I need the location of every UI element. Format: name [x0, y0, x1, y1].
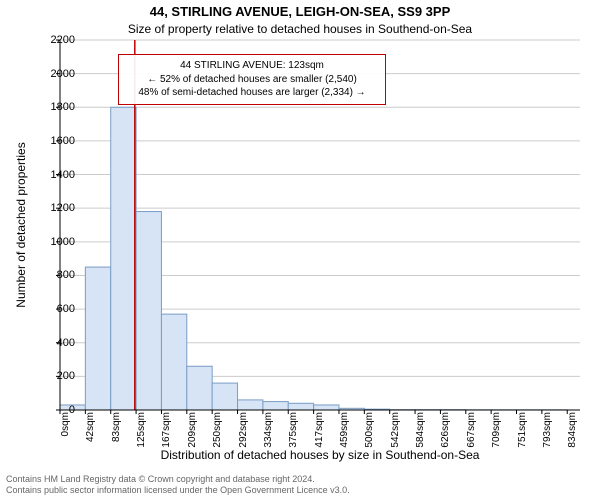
attribution-line1: Contains HM Land Registry data © Crown c…	[6, 474, 350, 485]
x-tick: 292sqm	[238, 412, 249, 452]
y-tick: 400	[35, 337, 75, 349]
x-tick: 834sqm	[567, 412, 578, 452]
x-tick: 667sqm	[466, 412, 477, 452]
chart-container: 44, STIRLING AVENUE, LEIGH-ON-SEA, SS9 3…	[0, 0, 600, 500]
x-tick: 459sqm	[339, 412, 350, 452]
chart-title-sub: Size of property relative to detached ho…	[0, 22, 600, 36]
y-tick: 1400	[35, 169, 75, 181]
x-tick: 209sqm	[187, 412, 198, 452]
x-tick: 42sqm	[85, 412, 96, 452]
attribution-line2: Contains public sector information licen…	[6, 485, 350, 496]
y-tick: 1000	[35, 236, 75, 248]
x-tick: 542sqm	[390, 412, 401, 452]
annotation-line3: 48% of semi-detached houses are larger (…	[125, 86, 379, 100]
x-tick: 125sqm	[136, 412, 147, 452]
attribution: Contains HM Land Registry data © Crown c…	[6, 474, 350, 497]
x-tick: 626sqm	[440, 412, 451, 452]
y-tick: 1200	[35, 202, 75, 214]
x-tick: 83sqm	[111, 412, 122, 452]
x-tick: 751sqm	[517, 412, 528, 452]
chart-title-main: 44, STIRLING AVENUE, LEIGH-ON-SEA, SS9 3…	[0, 4, 600, 19]
y-tick: 1600	[35, 135, 75, 147]
x-tick: 334sqm	[263, 412, 274, 452]
annotation-box: 44 STIRLING AVENUE: 123sqm ← 52% of deta…	[118, 54, 386, 105]
x-tick: 375sqm	[288, 412, 299, 452]
y-tick: 2000	[35, 68, 75, 80]
x-tick: 417sqm	[314, 412, 325, 452]
x-tick: 793sqm	[542, 412, 553, 452]
annotation-line2: ← 52% of detached houses are smaller (2,…	[125, 73, 379, 87]
y-tick: 200	[35, 370, 75, 382]
y-tick: 2200	[35, 34, 75, 46]
x-tick: 500sqm	[364, 412, 375, 452]
annotation-line1: 44 STIRLING AVENUE: 123sqm	[125, 59, 379, 73]
x-tick: 709sqm	[491, 412, 502, 452]
y-tick: 1800	[35, 101, 75, 113]
y-axis-label: Number of detached properties	[14, 40, 34, 410]
x-tick: 584sqm	[415, 412, 426, 452]
x-tick: 250sqm	[212, 412, 223, 452]
x-tick: 0sqm	[60, 412, 71, 452]
x-tick: 167sqm	[161, 412, 172, 452]
y-tick: 800	[35, 269, 75, 281]
y-tick: 600	[35, 303, 75, 315]
